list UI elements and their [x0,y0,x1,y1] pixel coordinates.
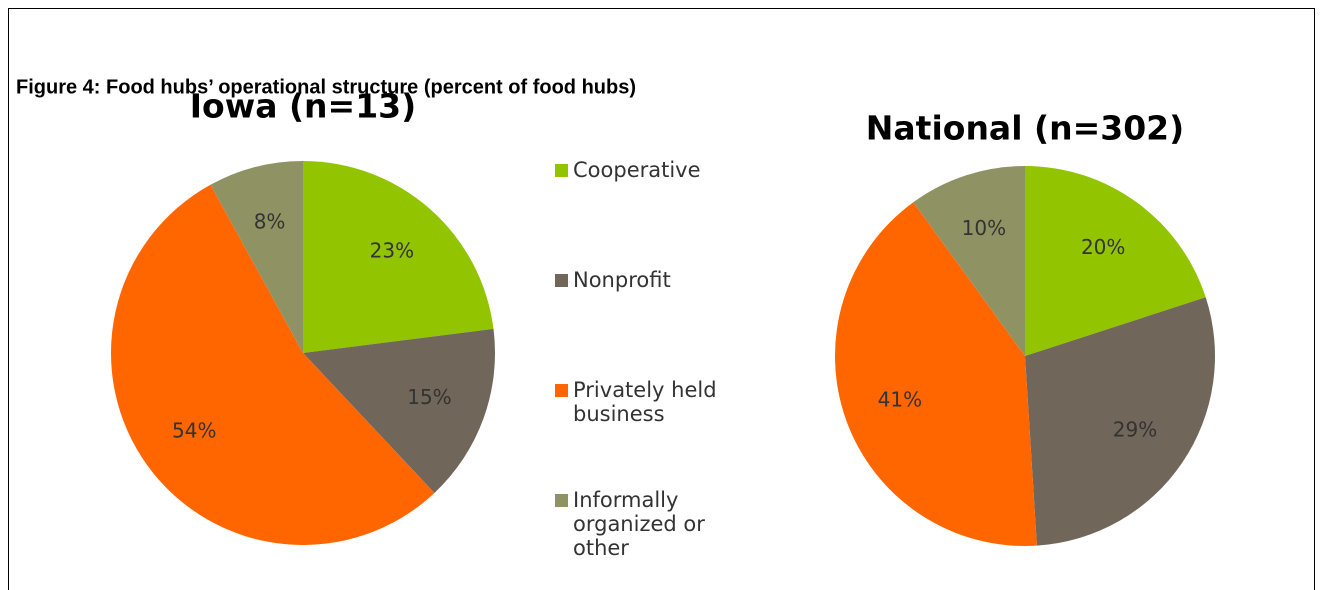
slice-label: 29% [1113,417,1157,441]
pie-slice: Informally organized or other [913,166,1025,356]
slice-label: 10% [962,216,1006,240]
legend-swatch [555,274,568,287]
legend-label: Privately held business [573,378,717,426]
pie-title: Iowa (n=13) [190,87,416,126]
pie-slice: Nonprofit [1025,297,1215,546]
legend-label: Cooperative [573,158,701,182]
figure-title: Figure 4: Food hubs’ operational structu… [16,76,636,98]
legend-item: Informally organized or other [555,488,765,560]
slice-label: 8% [254,209,286,233]
legend-item: Nonprofit [555,268,765,292]
slice-label: 41% [878,388,922,412]
legend-label: Nonprofit [573,268,671,292]
slice-label: 23% [370,239,414,263]
pie-slice: Privately held business [111,184,435,545]
pie-slice: Informally organized or other [210,161,303,353]
pie-slice: Nonprofit [303,328,495,493]
slice-label: 15% [407,385,451,409]
legend-label: Informally organized or other [573,488,705,560]
legend-swatch [555,494,568,507]
pie-slice: Cooperative [303,161,494,353]
pie-title: National (n=302) [866,109,1184,148]
slice-label: 54% [172,418,216,442]
legend-item: Cooperative [555,158,765,182]
frame [8,8,1315,590]
slice-label: 20% [1081,235,1125,259]
legend-swatch [555,384,568,397]
pie-slice: Cooperative [1025,166,1206,356]
pie-slice: Privately held business [835,202,1037,546]
legend-swatch [555,164,568,177]
legend-item: Privately held business [555,378,765,426]
